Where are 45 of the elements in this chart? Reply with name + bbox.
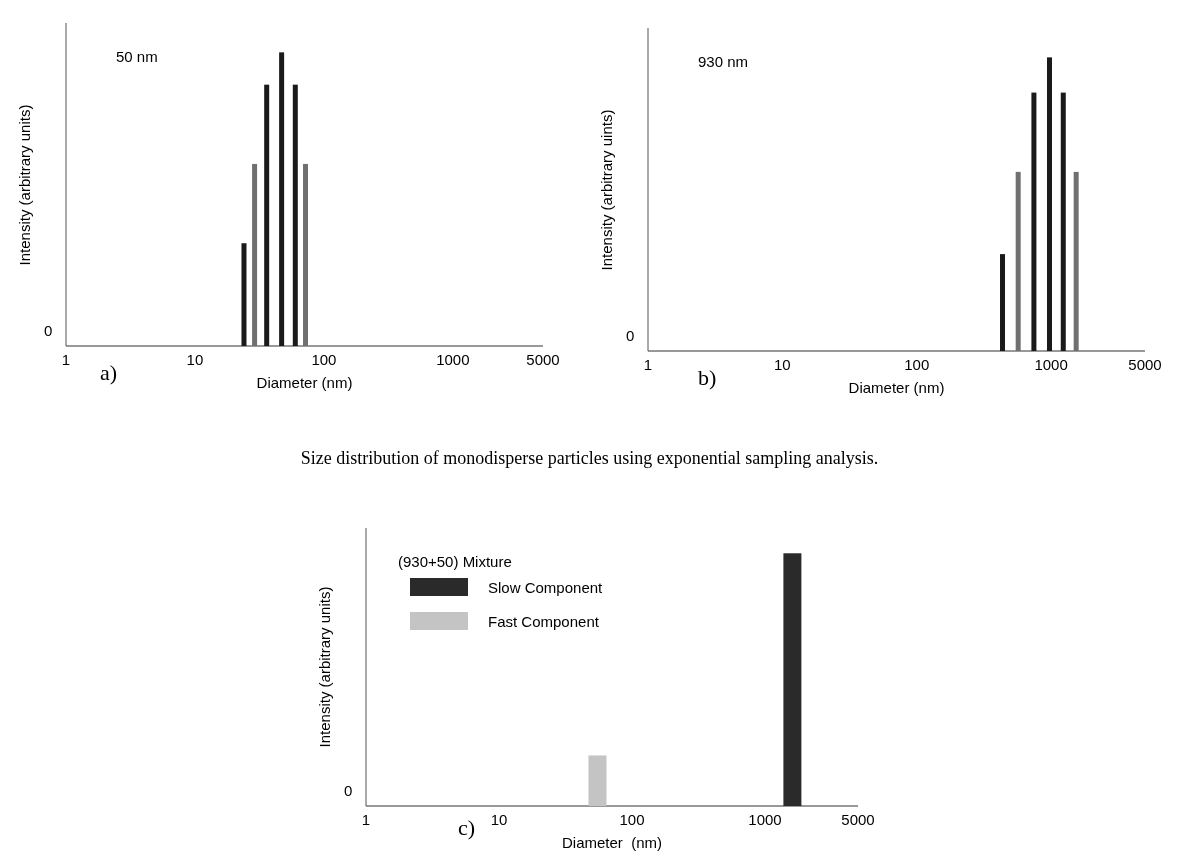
legend-label: Fast Component [488,612,599,630]
x-tick-label: 1000 [1034,355,1068,373]
x-tick-label: 1 [61,350,71,368]
text: b) [698,365,717,391]
x-axis-title: Diameter (nm) [256,374,353,391]
x-tick-label: 5000 [841,810,875,828]
x-tick-label: 100 [619,810,645,828]
x-tick-label: 1000 [436,350,470,368]
bar [241,243,247,346]
y-axis-title: Intensity (arbitrary units) [15,104,33,265]
bar [1031,92,1037,351]
legend-title: (930+50) Mixture [398,553,513,570]
x-tick-label: 5000 [526,350,560,368]
text: 0 [44,322,53,339]
bar [292,84,298,346]
bar [1046,57,1052,351]
bar [264,84,270,346]
bar [1015,171,1021,351]
text: 0 [626,327,635,344]
text: 0 [344,782,353,799]
x-tick-label: 100 [904,355,930,373]
chart-title: 930 nm [698,53,749,70]
x-tick-label: 1 [643,355,653,373]
x-tick-label: 10 [774,355,791,373]
x-tick-label: 100 [311,350,337,368]
bar [1073,171,1079,351]
x-tick-label: 10 [186,350,204,368]
x-tick-label: 10 [490,810,508,828]
x-axis-title: Diameter (nm) [561,834,662,851]
x-tick-label: 1000 [748,810,782,828]
chart-title: 50 nm [116,48,158,65]
bar [1060,92,1066,351]
bar [279,52,285,346]
x-tick-label: 1 [361,810,371,828]
y-axis-title: Intensity (arbitrary units) [315,586,333,748]
legend-label: Slow Component [488,578,603,596]
text: c) [458,815,476,841]
bar [303,163,309,346]
text: Size distribution of monodisperse particles using exponential sampling analysis. [299,448,880,469]
bar [1000,254,1006,351]
x-axis-title: Diameter (nm) [848,379,945,396]
y-axis-title: Intensity (arbitrary uints) [597,109,615,270]
bar [252,163,258,346]
x-tick-label: 5000 [1128,355,1162,373]
text: a) [100,360,118,386]
